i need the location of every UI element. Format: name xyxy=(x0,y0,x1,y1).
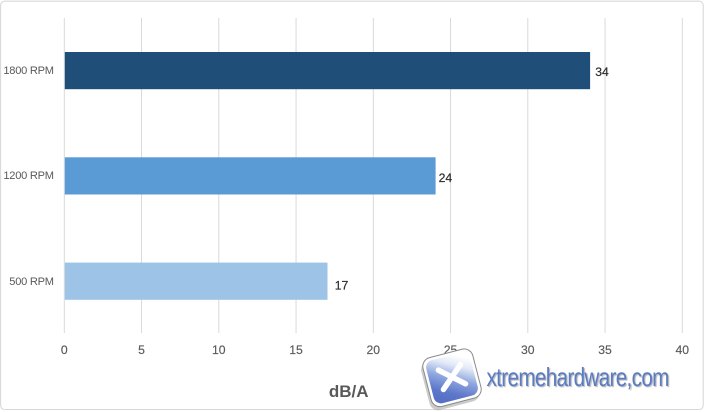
svg-text:30: 30 xyxy=(521,343,535,357)
svg-text:dB/A: dB/A xyxy=(329,382,369,401)
svg-text:500 RPM: 500 RPM xyxy=(9,276,54,288)
svg-text:40: 40 xyxy=(676,343,690,357)
svg-text:17: 17 xyxy=(335,278,349,292)
svg-text:0: 0 xyxy=(61,343,68,357)
svg-text:35: 35 xyxy=(598,343,612,357)
svg-text:24: 24 xyxy=(439,171,453,185)
svg-text:1800 RPM: 1800 RPM xyxy=(3,65,53,77)
svg-text:15: 15 xyxy=(289,343,303,357)
svg-text:5: 5 xyxy=(138,343,145,357)
svg-text:20: 20 xyxy=(367,343,381,357)
svg-text:34: 34 xyxy=(595,65,609,79)
svg-text:10: 10 xyxy=(212,343,226,357)
svg-text:xtremehardware,com: xtremehardware,com xyxy=(487,363,669,392)
svg-text:1200 RPM: 1200 RPM xyxy=(3,170,53,182)
